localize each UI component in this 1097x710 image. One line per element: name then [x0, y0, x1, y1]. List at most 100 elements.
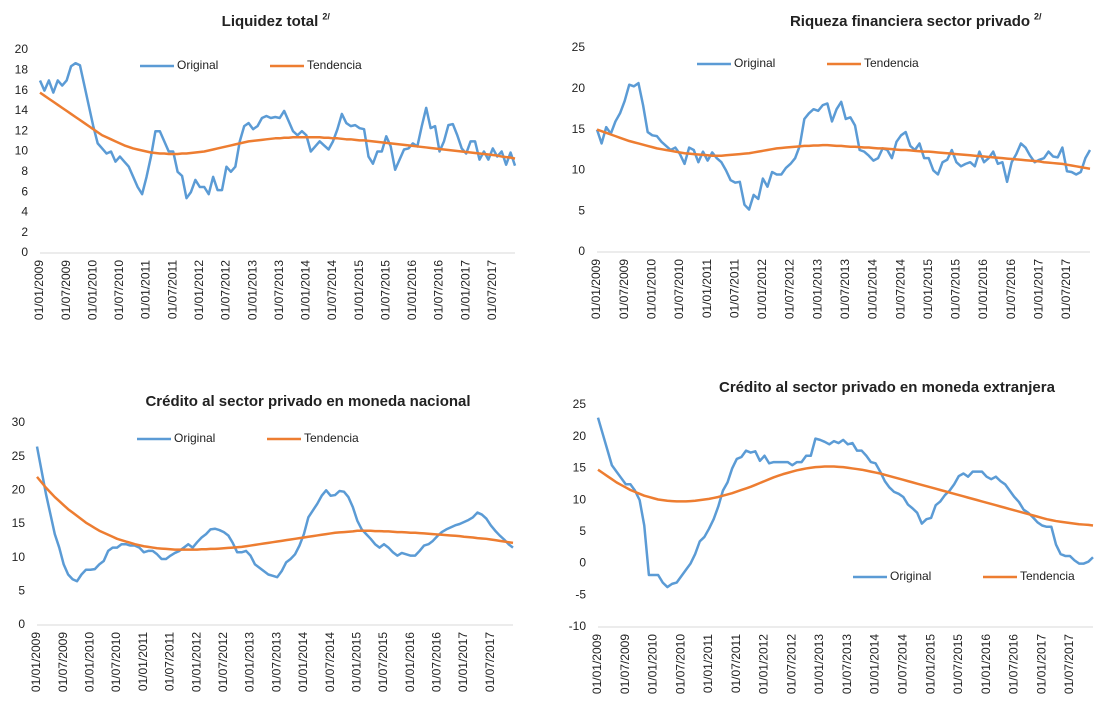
x-tick-label: 01/07/2014: [325, 260, 339, 320]
series-line: [35, 446, 514, 583]
y-tick-label: 10: [15, 144, 29, 158]
x-tick-label: 01/01/2014: [866, 259, 880, 319]
y-tick-label: 18: [15, 62, 29, 76]
y-tick-label: 5: [578, 203, 585, 217]
y-tick-label: 5: [579, 524, 586, 538]
x-tick-label: 01/01/2015: [352, 260, 366, 320]
series-line: [38, 61, 517, 200]
series-line: [596, 128, 1091, 171]
x-tick-label: 01/07/2009: [56, 632, 70, 692]
y-tick-label: 15: [572, 122, 586, 136]
x-tick-label: 01/01/2013: [243, 632, 257, 692]
chart-panel: Crédito al sector privado en moneda naci…: [12, 393, 514, 692]
x-tick-label: 01/07/2010: [109, 632, 123, 692]
x-tick-label: 01/07/2016: [1007, 634, 1021, 694]
x-tick-label: 01/01/2012: [757, 634, 771, 694]
y-tick-label: 10: [573, 492, 587, 506]
x-tick-label: 01/07/2014: [895, 634, 909, 694]
x-tick-label: 01/07/2016: [432, 260, 446, 320]
x-tick-label: 01/07/2016: [430, 632, 444, 692]
x-tick-label: 01/01/2016: [403, 632, 417, 692]
y-tick-label: 12: [15, 123, 29, 137]
x-tick-label: 01/07/2012: [216, 632, 230, 692]
x-tick-label: 01/01/2012: [755, 259, 769, 319]
x-tick-label: 01/01/2009: [32, 260, 46, 320]
x-tick-label: 01/07/2013: [838, 259, 852, 319]
x-tick-label: 01/07/2011: [729, 634, 743, 693]
x-tick-label: 01/07/2009: [618, 634, 632, 694]
x-tick-label: 01/07/2017: [483, 632, 497, 692]
y-tick-label: 15: [573, 461, 587, 475]
y-tick-label: 25: [572, 40, 586, 54]
x-tick-label: 01/07/2014: [893, 259, 907, 319]
x-tick-label: 01/01/2012: [192, 260, 206, 320]
x-tick-label: 01/07/2016: [1004, 259, 1018, 319]
y-tick-label: 0: [579, 556, 586, 570]
series-line: [36, 476, 514, 551]
x-tick-label: 01/01/2011: [139, 260, 153, 319]
x-tick-label: 01/07/2013: [840, 634, 854, 694]
x-tick-label: 01/01/2009: [589, 259, 603, 319]
y-tick-label: 5: [18, 584, 25, 598]
x-tick-label: 01/01/2017: [456, 632, 470, 692]
x-tick-label: 01/01/2009: [29, 632, 43, 692]
x-tick-label: 01/01/2016: [976, 259, 990, 319]
x-tick-label: 01/01/2017: [1034, 634, 1048, 694]
y-tick-label: 20: [15, 42, 29, 56]
x-tick-label: 01/07/2015: [378, 260, 392, 320]
x-tick-label: 01/01/2010: [646, 634, 660, 694]
x-tick-label: 01/01/2009: [590, 634, 604, 694]
y-tick-label: -10: [569, 619, 587, 633]
x-tick-label: 01/07/2011: [163, 632, 177, 691]
x-tick-label: 01/01/2016: [979, 634, 993, 694]
x-tick-label: 01/01/2014: [299, 260, 313, 320]
y-tick-label: -5: [575, 587, 586, 601]
y-tick-label: 25: [573, 397, 587, 411]
y-tick-label: 0: [578, 244, 585, 258]
x-tick-label: 01/01/2015: [921, 259, 935, 319]
y-tick-label: 4: [21, 205, 28, 219]
y-tick-label: 14: [15, 103, 29, 117]
x-tick-label: 01/01/2010: [83, 632, 97, 692]
x-tick-label: 01/07/2013: [272, 260, 286, 320]
x-tick-label: 01/07/2009: [59, 260, 73, 320]
x-tick-label: 01/01/2011: [700, 259, 714, 318]
x-tick-label: 01/01/2013: [812, 634, 826, 694]
x-tick-label: 01/07/2009: [617, 259, 631, 319]
legend-label: Original: [177, 58, 218, 72]
chart-title: Liquidez total: [222, 13, 319, 30]
chart-title: Crédito al sector privado en moneda extr…: [719, 379, 1056, 396]
y-tick-label: 30: [12, 415, 26, 429]
x-tick-label: 01/07/2011: [165, 260, 179, 319]
y-tick-label: 8: [21, 164, 28, 178]
x-tick-label: 01/01/2017: [1031, 259, 1045, 319]
x-tick-label: 01/07/2012: [219, 260, 233, 320]
x-tick-label: 01/07/2012: [784, 634, 798, 694]
x-tick-label: 01/07/2017: [485, 260, 499, 320]
legend-label: Tendencia: [304, 431, 359, 445]
chart-panel: Riqueza financiera sector privado 2/0 5 10 1…: [572, 11, 1092, 319]
x-tick-label: 01/07/2013: [269, 632, 283, 692]
x-tick-label: 01/01/2017: [458, 260, 472, 320]
title-superscript: 2/: [1034, 11, 1042, 21]
series-line: [39, 91, 516, 160]
x-tick-label: 01/07/2015: [949, 259, 963, 319]
x-tick-label: 01/07/2012: [783, 259, 797, 319]
x-tick-label: 01/01/2010: [85, 260, 99, 320]
y-tick-label: 10: [572, 163, 586, 177]
chart-panel: Crédito al sector privado en moneda extr…: [569, 379, 1094, 694]
x-tick-label: 01/07/2010: [672, 259, 686, 319]
x-tick-label: 01/07/2010: [673, 634, 687, 694]
y-tick-label: 25: [12, 449, 26, 463]
x-tick-label: 01/01/2010: [644, 259, 658, 319]
y-tick-label: 16: [15, 83, 29, 97]
y-tick-label: 10: [12, 550, 26, 564]
x-tick-label: 01/01/2012: [189, 632, 203, 692]
legend-label: Original: [734, 56, 775, 70]
y-tick-label: 0: [18, 617, 25, 631]
x-tick-label: 01/01/2014: [296, 632, 310, 692]
title-superscript: 2/: [322, 11, 330, 21]
x-tick-label: 01/07/2010: [112, 260, 126, 320]
